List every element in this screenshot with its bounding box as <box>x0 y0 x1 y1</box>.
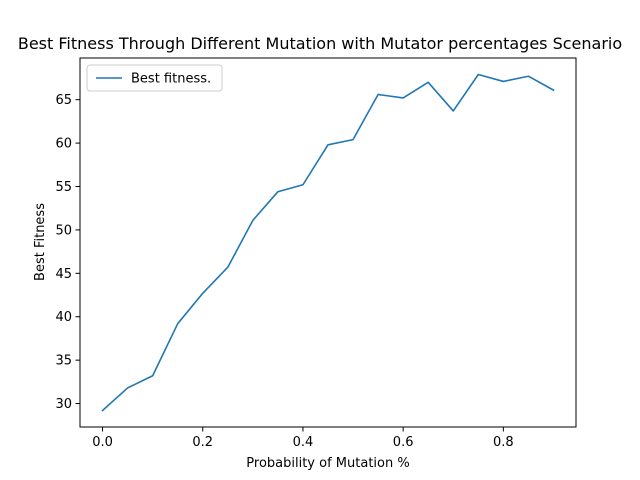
plot-frame <box>79 57 577 428</box>
x-tick-label: 0.4 <box>293 435 314 450</box>
y-tick-label: 50 <box>55 223 72 238</box>
y-tick-label: 45 <box>55 267 72 282</box>
plot-area: 0.0 0.2 0.4 0.6 0.8 30 35 40 45 50 55 60 65 <box>55 57 577 450</box>
y-tick-label: 55 <box>55 180 72 195</box>
chart-title: Best Fitness Through Different Mutation … <box>18 34 622 53</box>
y-tick-label: 60 <box>55 137 72 152</box>
x-tick-label: 0.2 <box>192 435 213 450</box>
x-tick-label: 0.0 <box>92 435 113 450</box>
y-axis-label: Best Fitness <box>33 203 48 281</box>
x-tick-label: 0.8 <box>493 435 514 450</box>
y-tick-label: 30 <box>55 397 72 412</box>
legend: Best fitness. <box>86 64 223 92</box>
legend-box <box>86 64 223 92</box>
series-line-best-fitness <box>101 73 555 412</box>
y-tick-label: 35 <box>55 354 72 369</box>
x-tick-label: 0.6 <box>393 435 414 450</box>
legend-label: Best fitness. <box>131 72 211 87</box>
x-axis-label: Probability of Mutation % <box>246 456 409 471</box>
y-tick-label: 65 <box>55 93 72 108</box>
y-tick-label: 40 <box>55 310 72 325</box>
